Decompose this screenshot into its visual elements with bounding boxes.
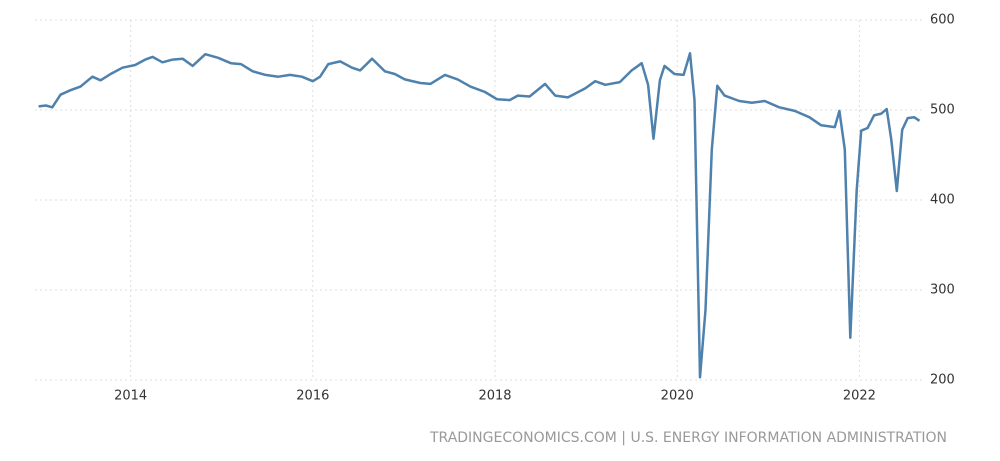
x-tick-label: 2018 [478,389,511,404]
y-tick-label: 200 [930,373,955,388]
y-tick-label: 500 [930,103,955,118]
x-tick-label: 2014 [114,389,147,404]
source: TRADINGECONOMICS.COM | U.S. ENERGY INFOR… [429,430,947,446]
line [38,52,921,379]
x-tick-label: 2016 [296,389,329,404]
x-tick-label: 2022 [843,389,876,404]
y-tick-label: 400 [930,193,955,208]
y-tick-label: 300 [930,283,955,298]
y-tick-label: 600 [930,13,955,28]
x-tick-label: 2020 [661,389,694,404]
